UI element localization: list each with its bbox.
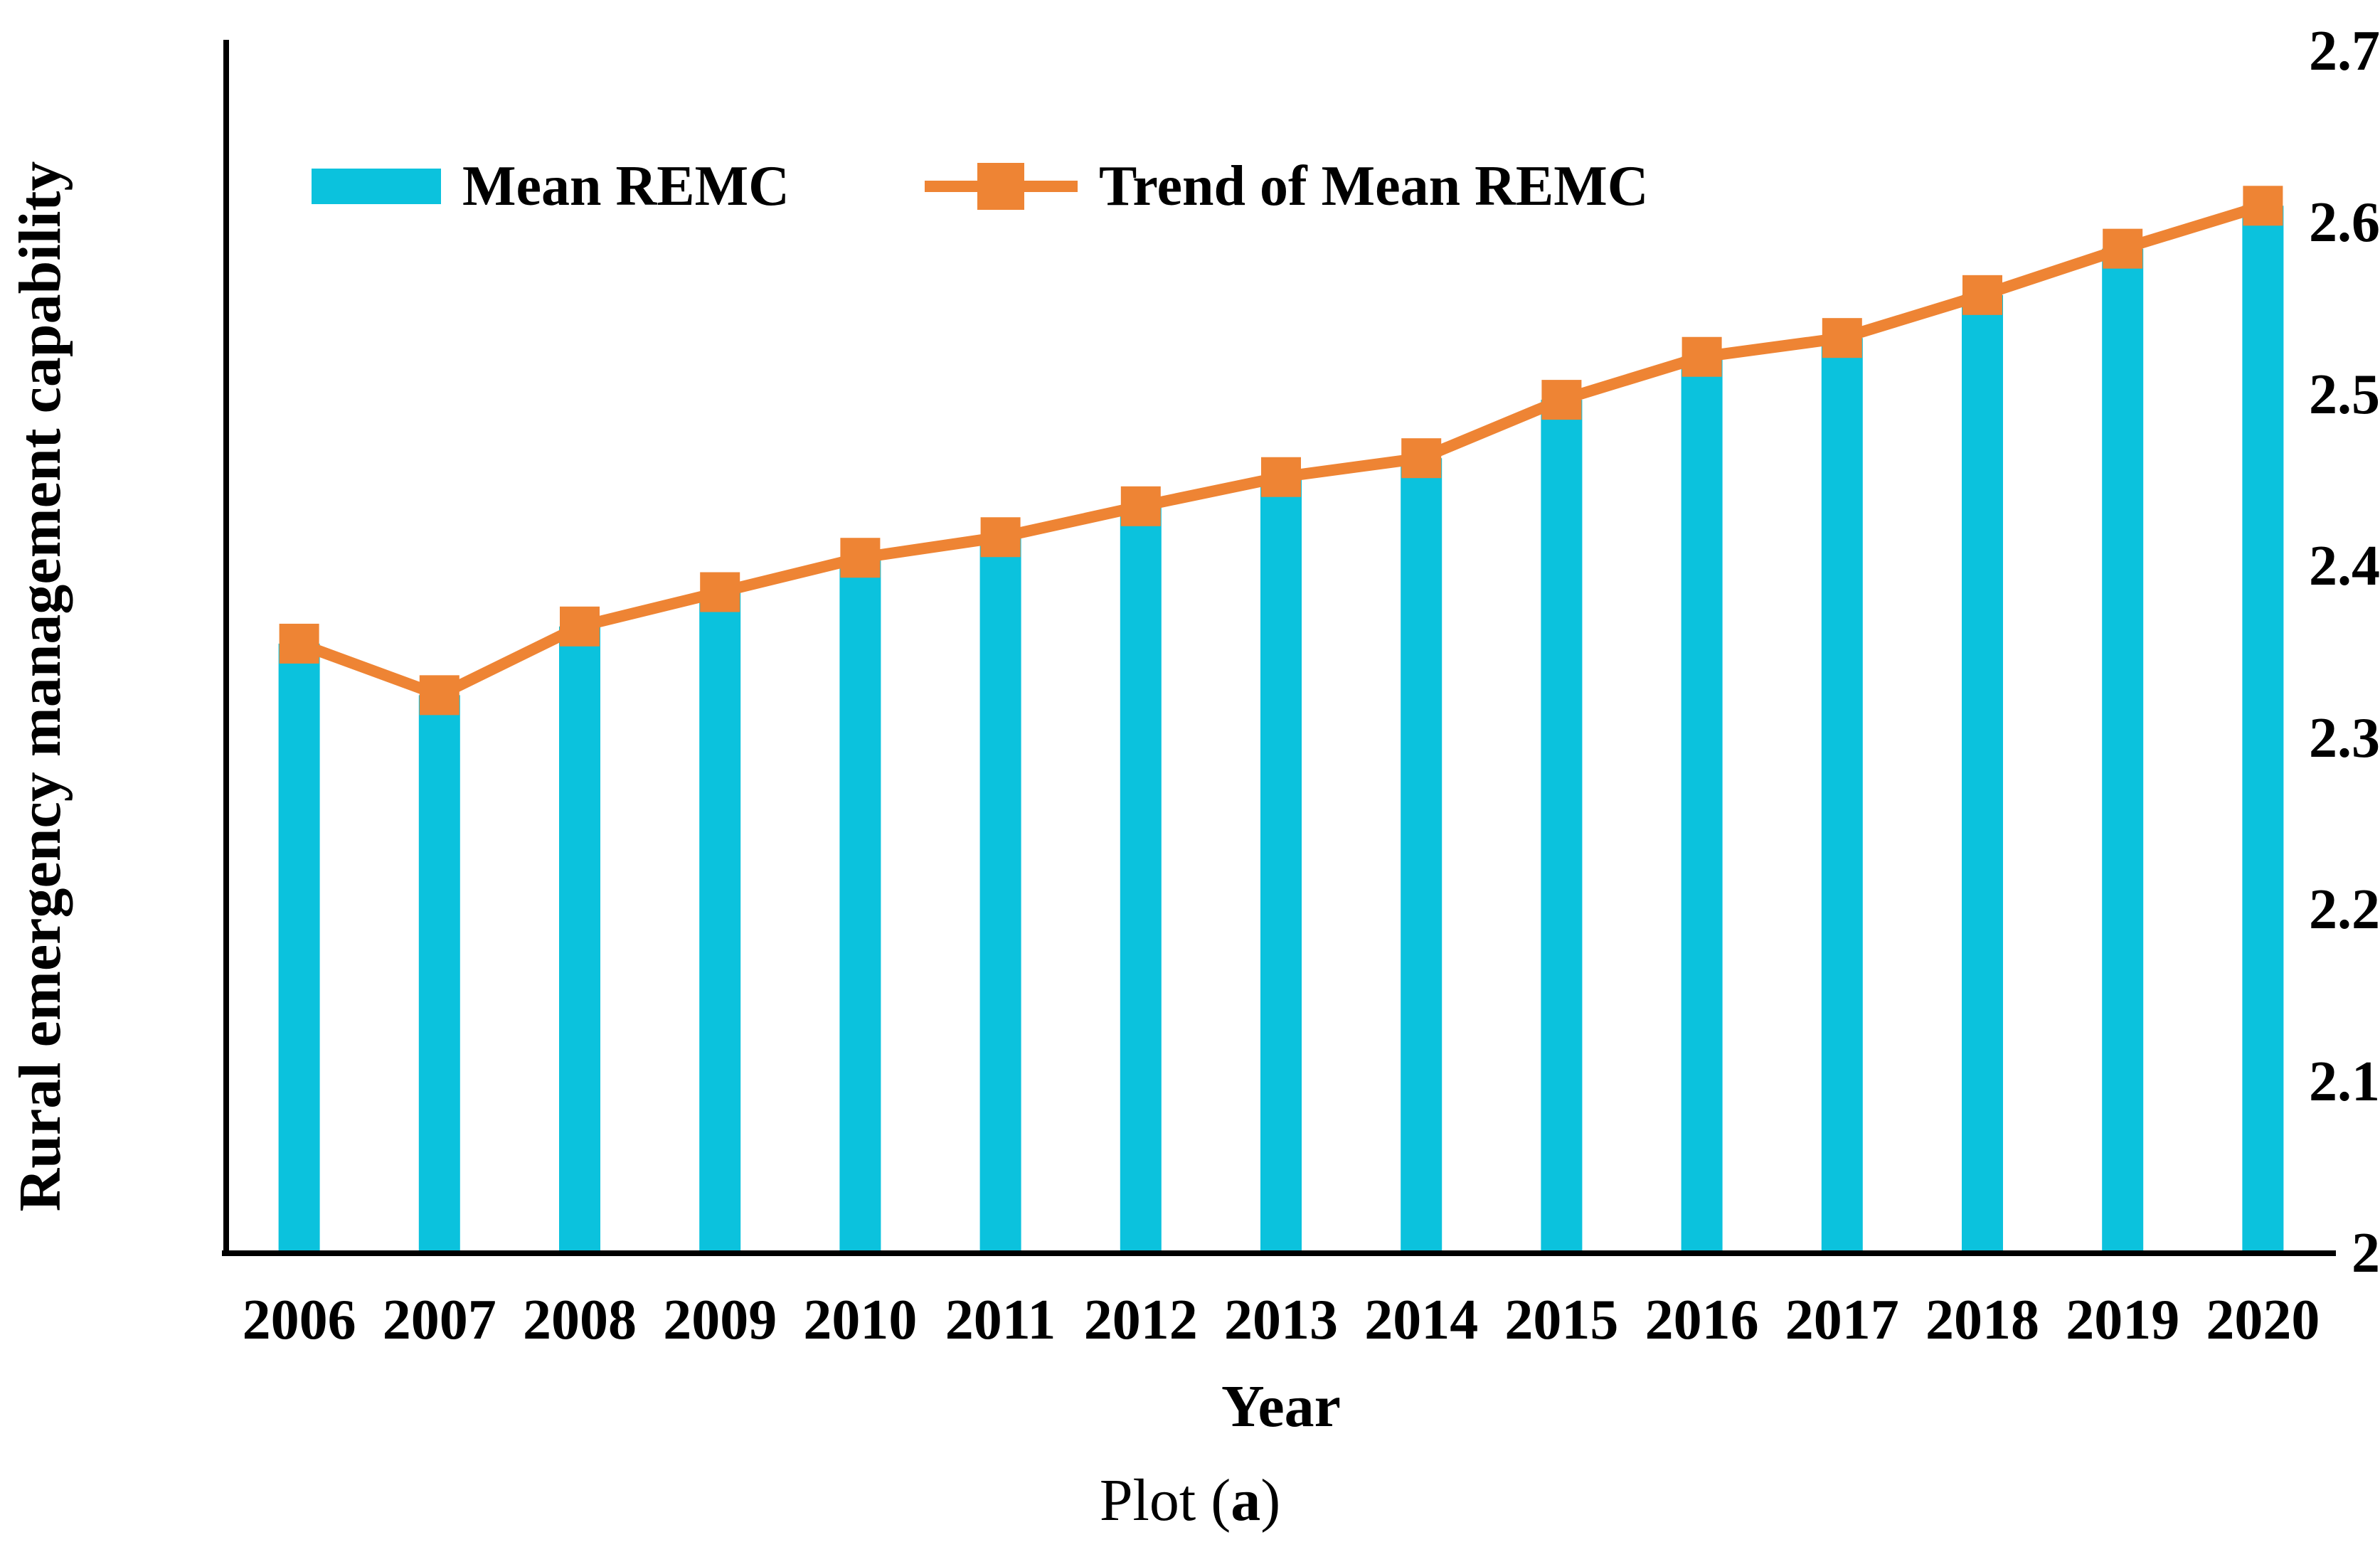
y-tick-2.6: 2.6 (2309, 191, 2380, 255)
bar-2017 (1821, 338, 1863, 1251)
bar-2007 (418, 695, 460, 1250)
trend-marker-2007 (419, 675, 459, 716)
x-tick-2011: 2011 (945, 1289, 1056, 1351)
trend-marker-2010 (840, 538, 881, 578)
caption-prefix: Plot ( (1099, 1467, 1231, 1533)
bar-2010 (839, 558, 881, 1250)
trend-marker-2008 (560, 606, 600, 647)
bar-2019 (2102, 248, 2144, 1251)
x-tick-2010: 2010 (803, 1289, 918, 1351)
trend-marker-2015 (1541, 380, 1582, 420)
figure-caption: Plot (a) (0, 1465, 2380, 1536)
bar-2013 (1260, 477, 1302, 1250)
caption-suffix: ) (1260, 1467, 1281, 1533)
trend-marker-2018 (1962, 275, 2002, 315)
y-axis-line (223, 40, 229, 1256)
bar-2006 (278, 643, 320, 1250)
bar-2018 (1962, 294, 2003, 1250)
x-tick-2008: 2008 (523, 1289, 637, 1351)
bar-2009 (699, 592, 741, 1250)
trend-marker-2013 (1261, 457, 1301, 497)
x-tick-2016: 2016 (1645, 1289, 1759, 1351)
trend-marker-2011 (980, 517, 1021, 558)
x-tick-2007: 2007 (382, 1289, 496, 1351)
legend-label-mean-remc: Mean REMC (462, 155, 790, 218)
x-tick-2018: 2018 (1925, 1289, 2039, 1351)
x-axis-line (222, 1250, 2336, 1256)
trend-marker-2019 (2103, 228, 2143, 269)
x-axis-title: Year (1221, 1373, 1341, 1440)
trend-marker-2016 (1682, 336, 1722, 377)
bar-2016 (1681, 356, 1723, 1250)
trend-marker-2014 (1401, 438, 1442, 479)
legend-swatch-mean-remc (312, 169, 441, 204)
x-tick-2015: 2015 (1504, 1289, 1619, 1351)
trend-marker-2012 (1120, 486, 1161, 526)
trend-marker-2020 (2243, 186, 2283, 226)
trend-marker-2009 (700, 572, 740, 612)
legend-trend-marker-icon (977, 163, 1024, 210)
bar-2020 (2242, 206, 2284, 1251)
x-tick-2017: 2017 (1785, 1289, 1899, 1351)
legend-label-trend: Trend of Mean REMC (1099, 155, 1649, 218)
x-tick-2012: 2012 (1083, 1289, 1198, 1351)
y-tick-2.4: 2.4 (2309, 535, 2380, 598)
y-tick-2: 2 (2352, 1222, 2380, 1285)
bar-2012 (1120, 506, 1162, 1251)
trend-marker-2017 (1822, 318, 1862, 358)
caption-emphasis: a (1231, 1467, 1261, 1533)
y-tick-2.5: 2.5 (2309, 363, 2380, 426)
y-tick-2.7: 2.7 (2309, 20, 2380, 83)
x-tick-2019: 2019 (2066, 1289, 2180, 1351)
y-tick-2.1: 2.1 (2309, 1050, 2380, 1113)
y-tick-2.3: 2.3 (2309, 706, 2380, 770)
x-tick-2009: 2009 (663, 1289, 777, 1351)
x-tick-2014: 2014 (1364, 1289, 1479, 1351)
x-tick-2006: 2006 (242, 1289, 356, 1351)
bar-2014 (1401, 458, 1443, 1250)
x-tick-2013: 2013 (1224, 1289, 1338, 1351)
bar-2008 (559, 626, 600, 1250)
y-tick-2.2: 2.2 (2309, 878, 2380, 942)
x-tick-2020: 2020 (2206, 1289, 2320, 1351)
trend-marker-2006 (279, 623, 319, 664)
bar-2011 (979, 537, 1021, 1250)
bar-2015 (1541, 400, 1583, 1250)
